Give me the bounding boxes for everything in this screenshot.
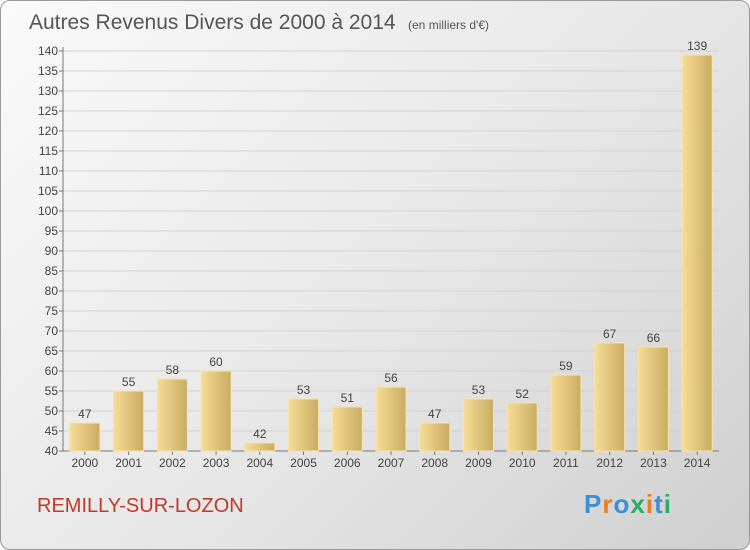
y-tick-label: 60 — [45, 364, 59, 378]
bar-value-label: 47 — [428, 407, 442, 421]
logo-letter: P — [584, 489, 603, 519]
labels: 40 45 50 55 60 65 70 75 80 85 90 95 100 105 110 115 120 1… — [38, 39, 711, 470]
bar — [681, 54, 713, 452]
y-tick-label: 85 — [45, 264, 59, 278]
y-tick-label: 95 — [45, 224, 59, 238]
x-tick-label: 2014 — [684, 456, 711, 470]
y-tick-label: 40 — [45, 444, 59, 458]
x-tick-label: 2008 — [421, 456, 448, 470]
bar-value-label: 47 — [78, 407, 92, 421]
bar-value-label: 67 — [603, 327, 617, 341]
bar — [331, 406, 363, 452]
bar-value-label: 139 — [687, 39, 707, 53]
chart-title: Autres Revenus Divers de 2000 à 2014 — [29, 11, 396, 34]
location-name: REMILLY-SUR-LOZON — [37, 495, 244, 517]
x-tick-label: 2013 — [640, 456, 667, 470]
y-tick-label: 120 — [38, 124, 58, 138]
bar — [506, 402, 538, 452]
y-tick-label: 140 — [38, 44, 58, 58]
y-tick-label: 65 — [45, 344, 59, 358]
y-tick-label: 45 — [45, 424, 59, 438]
bar-value-label: 60 — [209, 355, 223, 369]
y-tick-label: 125 — [38, 104, 58, 118]
bar — [156, 378, 188, 452]
x-tick-label: 2004 — [246, 456, 273, 470]
x-tick-label: 2001 — [115, 456, 142, 470]
bar-value-label: 58 — [166, 363, 180, 377]
bar-value-label: 51 — [341, 391, 355, 405]
x-tick-label: 2010 — [509, 456, 536, 470]
logo-letter: x — [630, 489, 646, 519]
y-tick-label: 115 — [39, 144, 58, 158]
y-tick-label: 130 — [38, 84, 58, 98]
bar — [200, 370, 232, 452]
x-tick-label: 2006 — [334, 456, 361, 470]
y-tick-label: 55 — [45, 384, 59, 398]
bar — [288, 398, 320, 452]
logo-letter: t — [654, 489, 664, 519]
logo-letter: o — [613, 489, 631, 519]
x-tick-label: 2009 — [465, 456, 492, 470]
bar-value-label: 52 — [516, 387, 530, 401]
bar-value-label: 53 — [297, 383, 311, 397]
y-tick-label: 50 — [45, 404, 59, 418]
y-tick-label: 135 — [38, 64, 58, 78]
y-tick-label: 75 — [45, 304, 59, 318]
logo-letter: i — [663, 489, 672, 519]
bar-value-label: 42 — [253, 427, 267, 441]
x-tick-label: 2011 — [553, 456, 579, 470]
y-tick-label: 100 — [38, 204, 58, 218]
bar — [113, 390, 145, 452]
x-tick-label: 2003 — [203, 456, 230, 470]
bar — [244, 442, 276, 452]
bar-value-label: 56 — [384, 371, 398, 385]
x-tick-label: 2000 — [72, 456, 99, 470]
y-tick-label: 90 — [45, 244, 59, 258]
y-tick-label: 70 — [45, 324, 59, 338]
bar — [594, 342, 626, 452]
x-tick-label: 2005 — [290, 456, 317, 470]
logo-letter: r — [602, 489, 614, 519]
x-tick-label: 2012 — [596, 456, 623, 470]
bar — [462, 398, 494, 452]
bar-value-label: 53 — [472, 383, 486, 397]
bar — [550, 374, 582, 452]
bar-value-label: 59 — [559, 359, 573, 373]
bar — [419, 422, 451, 452]
chart-subtitle: (en milliers d'€) — [408, 18, 489, 32]
bar — [375, 386, 407, 452]
bars — [69, 54, 713, 452]
proxiti-logo: Proxiti — [584, 489, 672, 520]
bar-value-label: 55 — [122, 375, 136, 389]
chart-title-block: Autres Revenus Divers de 2000 à 2014 (en… — [29, 11, 489, 35]
y-tick-label: 110 — [39, 164, 58, 178]
x-tick-label: 2002 — [159, 456, 186, 470]
bar — [69, 422, 101, 452]
y-tick-label: 105 — [38, 184, 58, 198]
bar-value-label: 66 — [647, 331, 661, 345]
bar — [637, 346, 669, 452]
x-tick-label: 2007 — [378, 456, 405, 470]
y-tick-label: 80 — [45, 284, 59, 298]
logo-letter: i — [645, 489, 655, 519]
